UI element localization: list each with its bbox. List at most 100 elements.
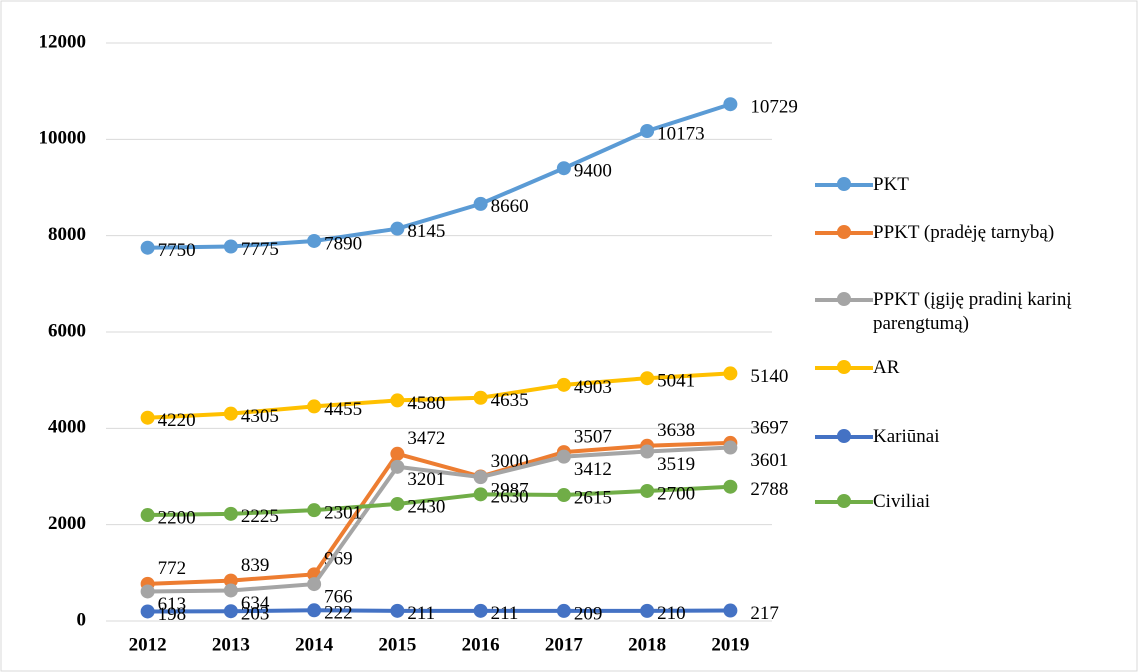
data-point [223,573,238,588]
data-label: 4455 [324,399,362,420]
data-point [140,240,155,255]
legend-label: PPKT (įgiję pradinį karinį parengtumą) [873,289,1072,334]
data-point [390,221,405,236]
data-point [390,459,405,474]
data-label: 969 [324,549,353,570]
data-point [473,487,488,502]
data-point [473,470,488,485]
data-point [307,603,322,618]
y-tick-label: 2000 [48,513,86,534]
series-line [147,102,731,250]
data-label: 222 [324,603,353,624]
data-point [140,410,155,425]
data-point [307,577,322,592]
data-point [140,508,155,523]
data-label: 3507 [574,426,612,447]
data-label: 2630 [491,487,529,508]
data-label: 634 [241,593,270,614]
data-label: 4305 [241,406,279,427]
data-label: 2788 [750,479,788,500]
data-label: 203 [241,604,270,625]
data-point [223,506,238,521]
legend-label: Civiliai [873,491,930,512]
data-label: 3638 [657,420,695,441]
legend-swatch [815,288,873,310]
data-label: 198 [158,604,187,625]
x-tick-label: 2017 [545,634,584,655]
data-label: 3601 [750,450,788,471]
data-label: 5140 [750,366,788,387]
data-label: 4220 [158,410,196,431]
x-tick-label: 2015 [378,634,416,655]
data-point [223,406,238,421]
data-point [307,233,322,248]
legend-swatch [815,425,873,447]
data-point [140,584,155,599]
legend-label: PKT [873,174,909,195]
legend-item: Civiliai [815,490,1125,514]
data-point [723,97,738,112]
legend-item: AR [815,356,1125,380]
data-label: 209 [574,603,603,624]
legend-swatch [815,490,873,512]
series-line [147,608,731,614]
series-line [147,445,731,594]
data-label: 7890 [324,233,362,254]
legend-label: PPKT (pradėję tarnybą) [873,222,1055,243]
data-point [556,603,571,618]
y-tick-label: 4000 [48,417,86,438]
data-label: 4635 [491,390,529,411]
data-label: 3472 [407,428,445,449]
data-point [640,483,655,498]
legend-item: Kariūnai [815,425,1125,449]
data-label: 4580 [407,393,445,414]
data-point [640,124,655,139]
data-point [473,390,488,405]
y-tick-label: 10000 [39,128,87,149]
data-label: 772 [158,558,187,579]
data-point [723,440,738,455]
data-point [223,583,238,598]
data-label: 10729 [750,97,798,118]
data-point [640,444,655,459]
legend-item: PKT [815,173,1125,197]
data-label: 3201 [407,469,445,490]
data-point [223,604,238,619]
data-label: 2225 [241,506,279,527]
legend-swatch [815,356,873,378]
x-tick-label: 2012 [129,634,167,655]
data-point [140,604,155,619]
x-tick-label: 2019 [711,634,749,655]
data-label: 217 [750,603,779,624]
data-point [556,488,571,503]
data-label: 2700 [657,483,695,504]
legend-label: AR [873,357,900,378]
legend-item: PPKT (pradėję tarnybą) [815,221,1125,245]
data-point [640,371,655,386]
legend-item: PPKT (įgiję pradinį karinį parengtumą) [815,288,1125,336]
legend-swatch [815,221,873,243]
data-label: 211 [407,603,435,624]
x-tick-label: 2016 [462,634,500,655]
y-tick-label: 6000 [48,320,86,341]
data-label: 210 [657,603,686,624]
data-label: 10173 [657,123,705,144]
data-label: 7775 [241,239,279,260]
data-point [640,603,655,618]
y-tick-label: 8000 [48,224,86,245]
data-point [473,196,488,211]
data-point [556,449,571,464]
data-point [390,446,405,461]
data-point [390,603,405,618]
data-label: 7750 [158,240,196,261]
data-point [723,603,738,618]
x-tick-label: 2013 [212,634,250,655]
data-point [473,603,488,618]
data-point [556,161,571,176]
data-label: 2301 [324,503,362,524]
data-point [723,366,738,381]
data-label: 211 [491,603,519,624]
data-label: 3519 [657,454,695,475]
